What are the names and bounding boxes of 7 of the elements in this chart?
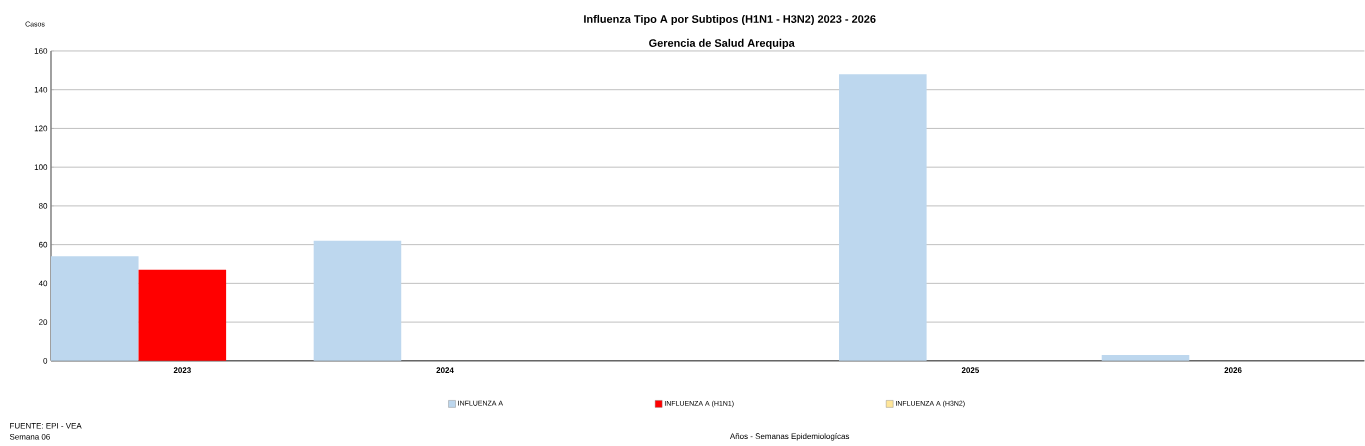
bar bbox=[1101, 355, 1190, 361]
bar bbox=[839, 74, 927, 361]
bar bbox=[50, 256, 139, 361]
chart-title: Influenza Tipo A por Subtipos (H1N1 - H3N2) 2023 - 2026 bbox=[584, 14, 876, 26]
bar bbox=[313, 240, 402, 361]
bar bbox=[138, 269, 227, 361]
chart-subtitle: Gerencia de Salud Arequipa bbox=[649, 38, 795, 50]
